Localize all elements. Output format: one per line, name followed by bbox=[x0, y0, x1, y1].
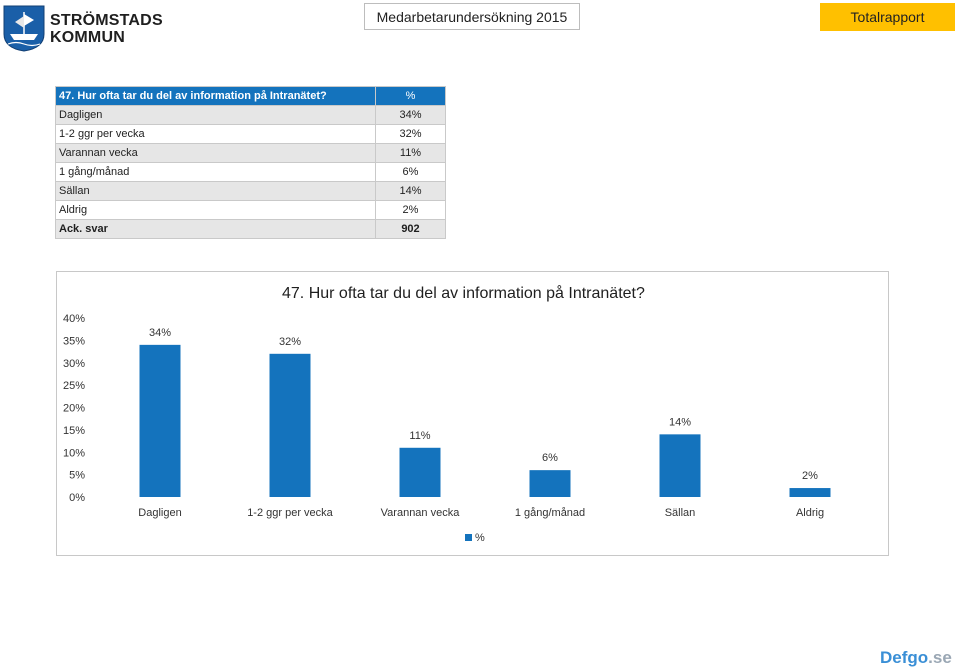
x-category-label: 1-2 ggr per vecka bbox=[247, 507, 333, 519]
total-report-button[interactable]: Totalrapport bbox=[820, 3, 955, 31]
y-tick-label: 5% bbox=[69, 470, 85, 482]
row-value: 11% bbox=[375, 143, 446, 163]
x-category-label: Sällan bbox=[665, 507, 696, 519]
org-name-line2: KOMMUN bbox=[50, 29, 125, 46]
watermark-main: Defgo bbox=[880, 648, 929, 667]
org-name-line1: STRÖMSTADS bbox=[50, 12, 163, 29]
y-tick-label: 15% bbox=[63, 425, 85, 437]
y-tick-label: 25% bbox=[63, 380, 85, 392]
responses-label: Ack. svar bbox=[55, 219, 376, 239]
row-label: Varannan vecka bbox=[55, 143, 376, 163]
x-category-label: Aldrig bbox=[796, 507, 824, 519]
responses-value: 902 bbox=[375, 219, 446, 239]
x-category-label: Dagligen bbox=[138, 507, 181, 519]
bar bbox=[789, 488, 831, 497]
watermark-suffix: .se bbox=[928, 648, 952, 667]
data-label: 34% bbox=[149, 327, 171, 339]
bar bbox=[529, 470, 571, 497]
row-value: 32% bbox=[375, 124, 446, 144]
watermark: Defgo.se bbox=[880, 648, 952, 668]
data-label: 14% bbox=[669, 416, 691, 428]
row-value: 6% bbox=[375, 162, 446, 182]
municipality-logo: STRÖMSTADS KOMMUN bbox=[2, 4, 163, 54]
data-label: 2% bbox=[802, 470, 818, 482]
row-label: 1-2 ggr per vecka bbox=[55, 124, 376, 144]
row-value: 34% bbox=[375, 105, 446, 125]
table-row: Varannan vecka 11% bbox=[55, 143, 446, 163]
table-footer-row: Ack. svar 902 bbox=[55, 219, 446, 239]
data-label: 32% bbox=[279, 336, 301, 348]
table-row: Dagligen 34% bbox=[55, 105, 446, 125]
results-table: 47. Hur ofta tar du del av information p… bbox=[55, 86, 446, 239]
y-tick-label: 10% bbox=[63, 447, 85, 459]
y-tick-label: 30% bbox=[63, 358, 85, 370]
legend-label: % bbox=[475, 532, 485, 544]
x-category-label: Varannan vecka bbox=[381, 507, 461, 519]
y-tick-label: 40% bbox=[63, 313, 85, 325]
bar bbox=[269, 353, 311, 497]
bar bbox=[399, 447, 441, 497]
legend-swatch bbox=[465, 534, 472, 541]
bar bbox=[139, 344, 181, 497]
table-row: 1-2 ggr per vecka 32% bbox=[55, 124, 446, 144]
chart-title: 47. Hur ofta tar du del av information p… bbox=[282, 285, 645, 302]
survey-title: Medarbetarundersökning 2015 bbox=[364, 3, 580, 30]
y-tick-label: 35% bbox=[63, 335, 85, 347]
data-label: 11% bbox=[409, 430, 430, 442]
y-tick-label: 20% bbox=[63, 403, 85, 415]
row-label: Dagligen bbox=[55, 105, 376, 125]
unit-header: % bbox=[375, 86, 446, 106]
bar bbox=[659, 434, 701, 497]
ship-crest-icon bbox=[3, 5, 45, 52]
x-category-label: 1 gång/månad bbox=[515, 507, 585, 519]
municipality-name: STRÖMSTADS KOMMUN bbox=[50, 12, 163, 46]
y-tick-label: 0% bbox=[69, 492, 85, 504]
chart-frame bbox=[56, 271, 889, 556]
data-label: 6% bbox=[542, 452, 558, 464]
